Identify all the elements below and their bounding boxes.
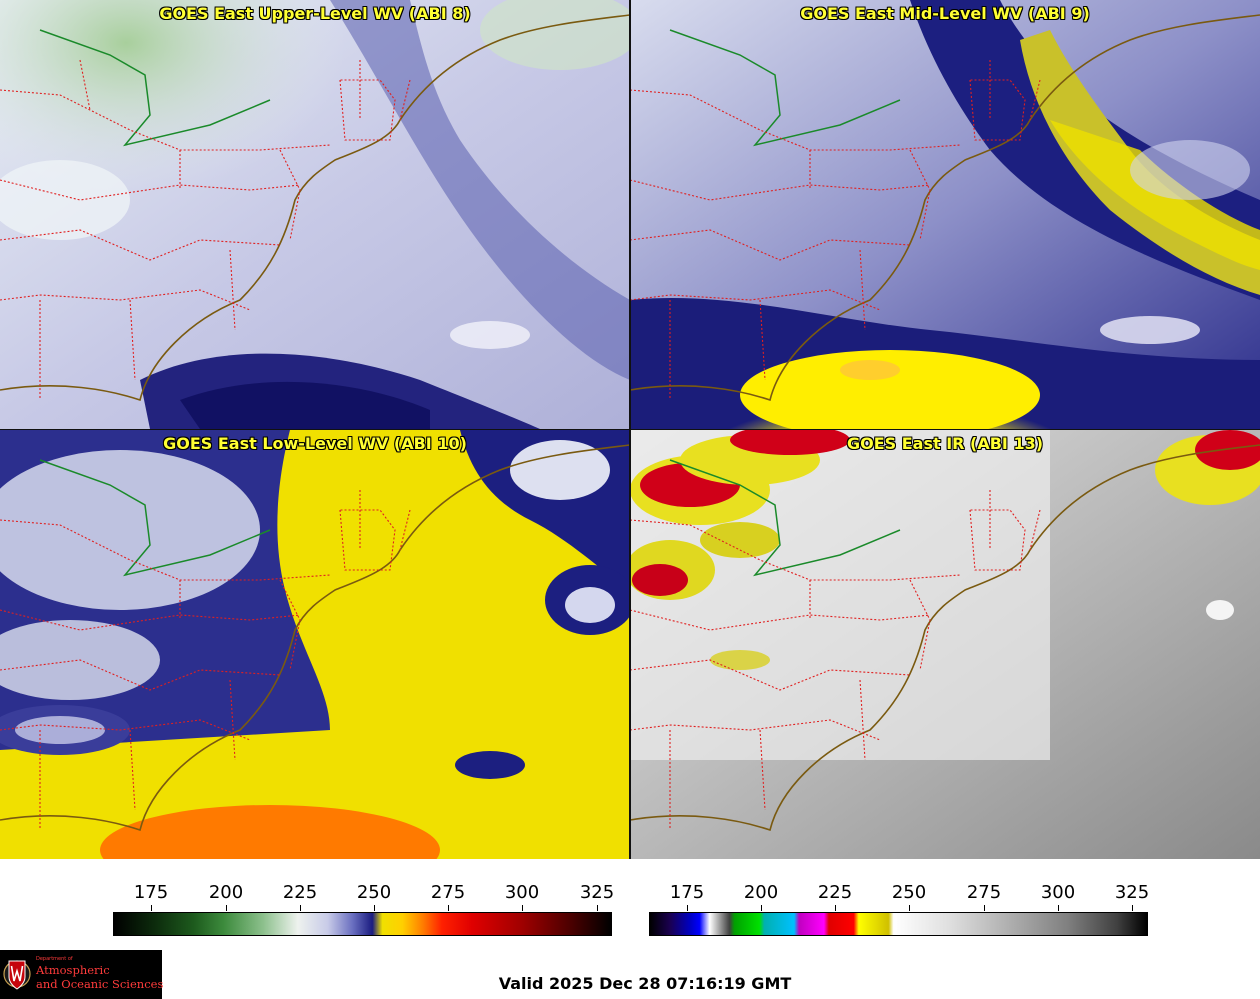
panel-title: GOES East Mid-Level WV (ABI 9) (800, 4, 1090, 23)
wv-tick-label: 200 (208, 882, 244, 903)
state-borders (630, 60, 1041, 400)
valid-time: Valid 2025 Dec 28 07:16:19 GMT (498, 974, 792, 993)
coastline (0, 14, 630, 402)
panel-mid-level-wv: GOES East Mid-Level WV (ABI 9) (630, 0, 1260, 429)
wv-tick-mark (522, 905, 523, 911)
ir-tick-label: 300 (1040, 882, 1076, 903)
wv-tick-label: 175 (133, 882, 169, 903)
wv-tick-label: 225 (282, 882, 318, 903)
coastline (630, 14, 1260, 402)
ir-colorbar (649, 912, 1148, 936)
wv-tick-mark (448, 905, 449, 911)
ir-tick-label: 225 (817, 882, 853, 903)
border-line (669, 459, 901, 577)
wv-tick-label: 250 (356, 882, 392, 903)
panel-ir: GOES East IR (ABI 13) (630, 430, 1260, 859)
logo-line-1: Atmospheric (36, 963, 110, 977)
ir-tick-label: 250 (891, 882, 927, 903)
wv-colorbar-ticks: 175 200 225 250 275 300 325 (0, 882, 630, 912)
ir-tick-label: 200 (743, 882, 779, 903)
upper-level-wv-image (0, 0, 630, 429)
ir-tick-mark (984, 905, 985, 911)
ir-tick-mark (835, 905, 836, 911)
panel-title: GOES East Low-Level WV (ABI 10) (163, 434, 467, 453)
border-line (669, 29, 901, 147)
ir-tick-label: 325 (1114, 882, 1150, 903)
mid-level-wv-image (630, 0, 1260, 429)
state-borders (0, 490, 411, 830)
logo-department: Department of (36, 956, 73, 962)
ir-tick-mark (1132, 905, 1133, 911)
wv-colorbar (113, 912, 612, 936)
state-borders (630, 490, 1041, 830)
uw-crest-icon (3, 960, 31, 990)
coastline (630, 444, 1260, 832)
coastline (0, 444, 630, 832)
wv-tick-mark (300, 905, 301, 911)
border-line (39, 459, 271, 577)
ir-tick-label: 175 (669, 882, 705, 903)
wv-tick-mark (597, 905, 598, 911)
ir-tick-mark (1058, 905, 1059, 911)
panel-title: GOES East Upper-Level WV (ABI 8) (159, 4, 471, 23)
border-line (39, 29, 271, 147)
wv-tick-mark (226, 905, 227, 911)
panel-divider-horizontal (0, 429, 1260, 430)
wv-tick-label: 300 (504, 882, 540, 903)
low-level-wv-image (0, 430, 630, 859)
ir-tick-label: 275 (966, 882, 1002, 903)
state-borders (0, 59, 411, 400)
panel-title: GOES East IR (ABI 13) (846, 434, 1044, 453)
panel-low-level-wv: GOES East Low-Level WV (ABI 10) (0, 430, 630, 859)
logo-line-2: and Oceanic Sciences (36, 977, 164, 991)
wv-tick-label: 275 (430, 882, 466, 903)
ir-colorbar-ticks: 175 200 225 250 275 300 325 (630, 882, 1260, 912)
ir-tick-mark (761, 905, 762, 911)
wv-tick-label: 325 (579, 882, 615, 903)
wv-tick-mark (151, 905, 152, 911)
wv-tick-mark (374, 905, 375, 911)
ir-tick-mark (909, 905, 910, 911)
ir-image (630, 430, 1260, 859)
ir-tick-mark (687, 905, 688, 911)
aos-logo: Department of Atmospheric and Oceanic Sc… (0, 950, 164, 999)
panel-upper-level-wv: GOES East Upper-Level WV (ABI 8) (0, 0, 630, 429)
